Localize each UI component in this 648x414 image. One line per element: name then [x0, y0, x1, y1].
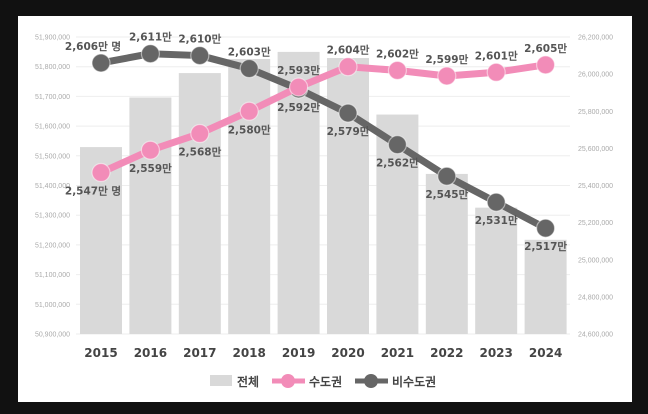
- capital-data-label: 2,559만: [129, 162, 172, 175]
- legend-swatch-total: [210, 375, 232, 386]
- non-capital-line: [100, 50, 548, 232]
- right-axis-tick: 26,200,000: [578, 35, 613, 42]
- x-axis-label: 2023: [479, 346, 512, 360]
- x-axis-label: 2016: [134, 346, 167, 360]
- right-axis-tick: 24,600,000: [578, 332, 613, 339]
- bar-2017: [178, 73, 221, 334]
- legend-marker-capital: [281, 374, 295, 388]
- capital-point-2023: [486, 62, 506, 82]
- capital-data-label: 2,602만: [376, 47, 419, 60]
- non-capital-data-label: 2,610만: [178, 33, 221, 46]
- non-capital-data-label: 2,611만: [129, 31, 172, 44]
- non-capital-point-2023: [486, 192, 506, 212]
- capital-data-label: 2,605만: [524, 42, 567, 55]
- capital-point-2024: [535, 55, 556, 75]
- right-axis-tick: 26,000,000: [578, 72, 613, 79]
- non-capital-data-label: 2,592만: [277, 101, 320, 114]
- left-axis-tick: 51,600,000: [35, 124, 70, 131]
- non-capital-data-label: 2,606만 명: [65, 40, 121, 53]
- non-capital-data-label: 2,517만: [524, 240, 567, 253]
- capital-point-2017: [190, 123, 210, 144]
- bar-2023: [475, 207, 518, 334]
- x-axis-label: 2019: [282, 346, 315, 360]
- left-axis-tick: 51,800,000: [35, 64, 70, 71]
- legend-label-capital: 수도권: [309, 375, 342, 389]
- capital-data-label: 2,547만 명: [65, 185, 121, 198]
- left-axis-tick: 51,900,000: [35, 35, 70, 42]
- bar-2024: [524, 239, 567, 334]
- capital-point-2022: [437, 66, 457, 86]
- capital-data-label: 2,599만: [425, 53, 468, 66]
- bar-2022: [425, 173, 468, 334]
- left-axis-tick: 51,100,000: [35, 272, 70, 279]
- non-capital-data-label: 2,531만: [475, 214, 518, 227]
- bar-2020: [327, 58, 369, 335]
- right-axis-tick: 25,000,000: [578, 257, 613, 264]
- x-axis-label: 2022: [430, 346, 463, 360]
- capital-point-2020: [338, 57, 358, 77]
- capital-data-label: 2,604만: [327, 44, 370, 57]
- capital-line: [99, 61, 547, 176]
- left-axis-tick: 51,700,000: [35, 94, 70, 101]
- non-capital-point-2017: [190, 45, 210, 66]
- capital-data-label: 2,601만: [475, 49, 518, 62]
- legend-label-non-capital: 비수도권: [392, 374, 436, 389]
- capital-point-2019: [289, 77, 309, 97]
- non-capital-point-2015: [91, 53, 111, 73]
- capital-data-label: 2,568만: [178, 146, 221, 159]
- x-axis-label: 2018: [232, 346, 265, 360]
- non-capital-data-label: 2,562만: [376, 157, 419, 170]
- non-capital-point-2018: [239, 58, 259, 79]
- right-axis-tick: 25,600,000: [578, 146, 613, 153]
- non-capital-point-2016: [140, 44, 160, 64]
- non-capital-point-2022: [437, 166, 457, 186]
- capital-point-2021: [387, 60, 407, 81]
- x-axis-label: 2017: [183, 346, 216, 360]
- non-capital-data-label: 2,603만: [228, 46, 271, 59]
- left-axis-tick: 51,200,000: [35, 242, 70, 249]
- non-capital-data-label: 2,579만: [327, 125, 370, 138]
- x-axis-label: 2024: [529, 346, 562, 360]
- right-axis-tick: 25,800,000: [578, 109, 613, 116]
- non-capital-point-2024: [535, 218, 556, 238]
- non-capital-point-2021: [387, 135, 407, 155]
- capital-point-2018: [239, 101, 259, 121]
- right-axis-tick: 24,800,000: [578, 294, 613, 301]
- capital-data-label: 2,580만: [228, 123, 271, 136]
- legend-marker-non-capital: [364, 374, 378, 388]
- x-axis-label: 2015: [84, 346, 117, 360]
- non-capital-data-label: 2,545만: [425, 188, 468, 201]
- left-axis-tick: 51,400,000: [35, 183, 70, 190]
- x-axis-label: 2021: [381, 346, 414, 360]
- right-axis-tick: 25,200,000: [578, 220, 613, 227]
- left-axis-tick: 51,500,000: [35, 153, 70, 160]
- left-axis-tick: 51,300,000: [35, 213, 70, 220]
- capital-point-2016: [140, 140, 160, 160]
- non-capital-point-2020: [338, 103, 358, 123]
- right-axis-tick: 25,400,000: [578, 183, 613, 190]
- legend-label-total: 전체: [237, 374, 259, 389]
- left-axis-tick: 50,900,000: [35, 332, 70, 339]
- x-axis-label: 2020: [331, 346, 364, 360]
- capital-point-2015: [91, 162, 111, 183]
- left-axis-tick: 51,000,000: [35, 302, 70, 309]
- bar-2016: [129, 97, 172, 334]
- capital-data-label: 2,593만: [277, 64, 320, 77]
